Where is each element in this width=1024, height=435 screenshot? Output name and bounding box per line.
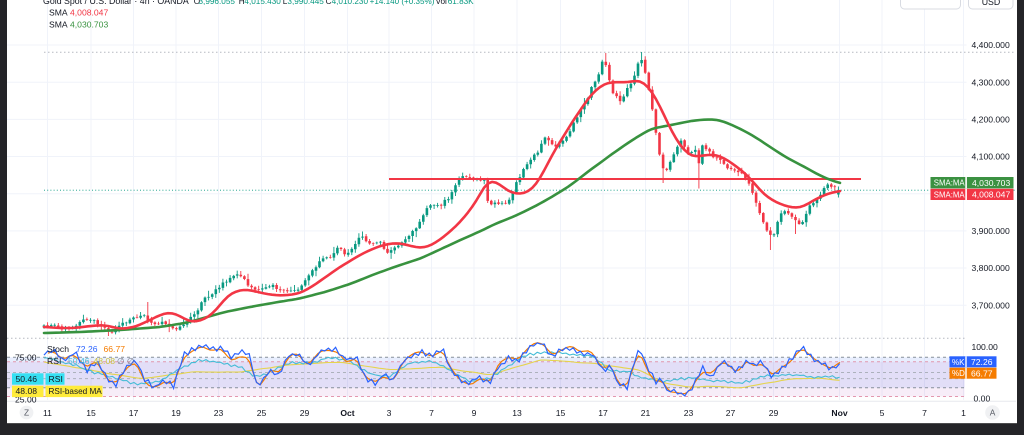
svg-text:1: 1 (961, 408, 966, 418)
svg-text:7: 7 (429, 408, 434, 418)
svg-text:3,996.055: 3,996.055 (199, 0, 236, 6)
svg-text:66.77: 66.77 (971, 368, 993, 378)
svg-text:Vol: Vol (436, 0, 448, 6)
svg-text:∅ ∅: ∅ ∅ (117, 356, 135, 366)
svg-text:15: 15 (86, 408, 96, 418)
svg-text:SMA:MA: SMA:MA (934, 179, 966, 188)
svg-text:75.00: 75.00 (15, 353, 37, 363)
svg-text:50.46: 50.46 (16, 374, 38, 384)
svg-text:4,030.703: 4,030.703 (972, 178, 1010, 188)
svg-text:Oct: Oct (340, 408, 354, 418)
svg-text:19: 19 (171, 408, 181, 418)
svg-text:50.46: 50.46 (68, 356, 90, 366)
svg-text:%K: %K (952, 358, 965, 367)
svg-text:SMA: SMA (49, 7, 68, 17)
svg-text:3,800.000: 3,800.000 (972, 263, 1010, 273)
svg-text:3,990.445: 3,990.445 (287, 0, 324, 6)
svg-text:0.00: 0.00 (974, 393, 991, 403)
svg-text:A: A (990, 408, 996, 418)
svg-text:48.08: 48.08 (94, 356, 116, 366)
svg-text:4,200.000: 4,200.000 (972, 114, 1010, 124)
svg-text:O: O (194, 0, 200, 6)
svg-text:29: 29 (769, 408, 779, 418)
svg-text:SMA: SMA (49, 20, 68, 30)
svg-text:RSI: RSI (49, 374, 63, 384)
svg-text:%D: %D (952, 369, 965, 378)
svg-text:66.77: 66.77 (104, 344, 126, 354)
svg-text:17: 17 (129, 408, 139, 418)
svg-text:4,010.230: 4,010.230 (332, 0, 369, 6)
svg-text:11: 11 (43, 408, 52, 418)
svg-text:Gold Spot / U.S. Dollar · 4h ·: Gold Spot / U.S. Dollar · 4h · OANDA (43, 0, 189, 6)
svg-text:100.00: 100.00 (972, 342, 999, 352)
svg-text:SMA:MA: SMA:MA (934, 190, 966, 199)
svg-text:25: 25 (257, 408, 267, 418)
svg-text:4,008.047: 4,008.047 (972, 190, 1010, 200)
svg-text:3,700.000: 3,700.000 (972, 300, 1010, 310)
svg-text:4,030.703: 4,030.703 (70, 20, 108, 30)
svg-text:RSI: RSI (47, 356, 61, 366)
svg-text:21: 21 (641, 408, 651, 418)
svg-text:L: L (283, 0, 288, 6)
svg-text:3: 3 (387, 408, 392, 418)
svg-text:48.08: 48.08 (16, 386, 38, 396)
svg-text:Z: Z (24, 408, 29, 418)
svg-text:5: 5 (880, 408, 885, 418)
svg-text:3,900.000: 3,900.000 (972, 226, 1010, 236)
svg-text:9: 9 (472, 408, 477, 418)
svg-text:4,008.047: 4,008.047 (70, 7, 108, 17)
svg-text:Stoch: Stoch (47, 344, 69, 354)
svg-text:4,015.430: 4,015.430 (244, 0, 281, 6)
svg-text:C: C (326, 0, 332, 6)
svg-text:72.26: 72.26 (971, 357, 993, 367)
svg-text:23: 23 (684, 408, 694, 418)
svg-text:7: 7 (922, 408, 927, 418)
svg-text:27: 27 (726, 408, 736, 418)
svg-text:RSI-based MA: RSI-based MA (49, 387, 103, 396)
svg-text:+14.140 (+0.35%): +14.140 (+0.35%) (370, 0, 435, 6)
svg-text:25.00: 25.00 (15, 395, 37, 405)
svg-text:72.26: 72.26 (76, 344, 98, 354)
svg-text:4,400.000: 4,400.000 (972, 40, 1010, 50)
svg-text:13: 13 (512, 408, 522, 418)
svg-text:29: 29 (300, 408, 310, 418)
svg-text:4,300.000: 4,300.000 (972, 77, 1010, 87)
svg-text:4,100.000: 4,100.000 (972, 152, 1010, 162)
svg-text:Nov: Nov (831, 408, 847, 418)
svg-text:23: 23 (214, 408, 224, 418)
svg-text:15: 15 (556, 408, 566, 418)
svg-text:H: H (239, 0, 245, 6)
svg-text:USD: USD (982, 0, 1001, 7)
svg-text:61.83K: 61.83K (448, 0, 474, 6)
svg-text:17: 17 (598, 408, 608, 418)
